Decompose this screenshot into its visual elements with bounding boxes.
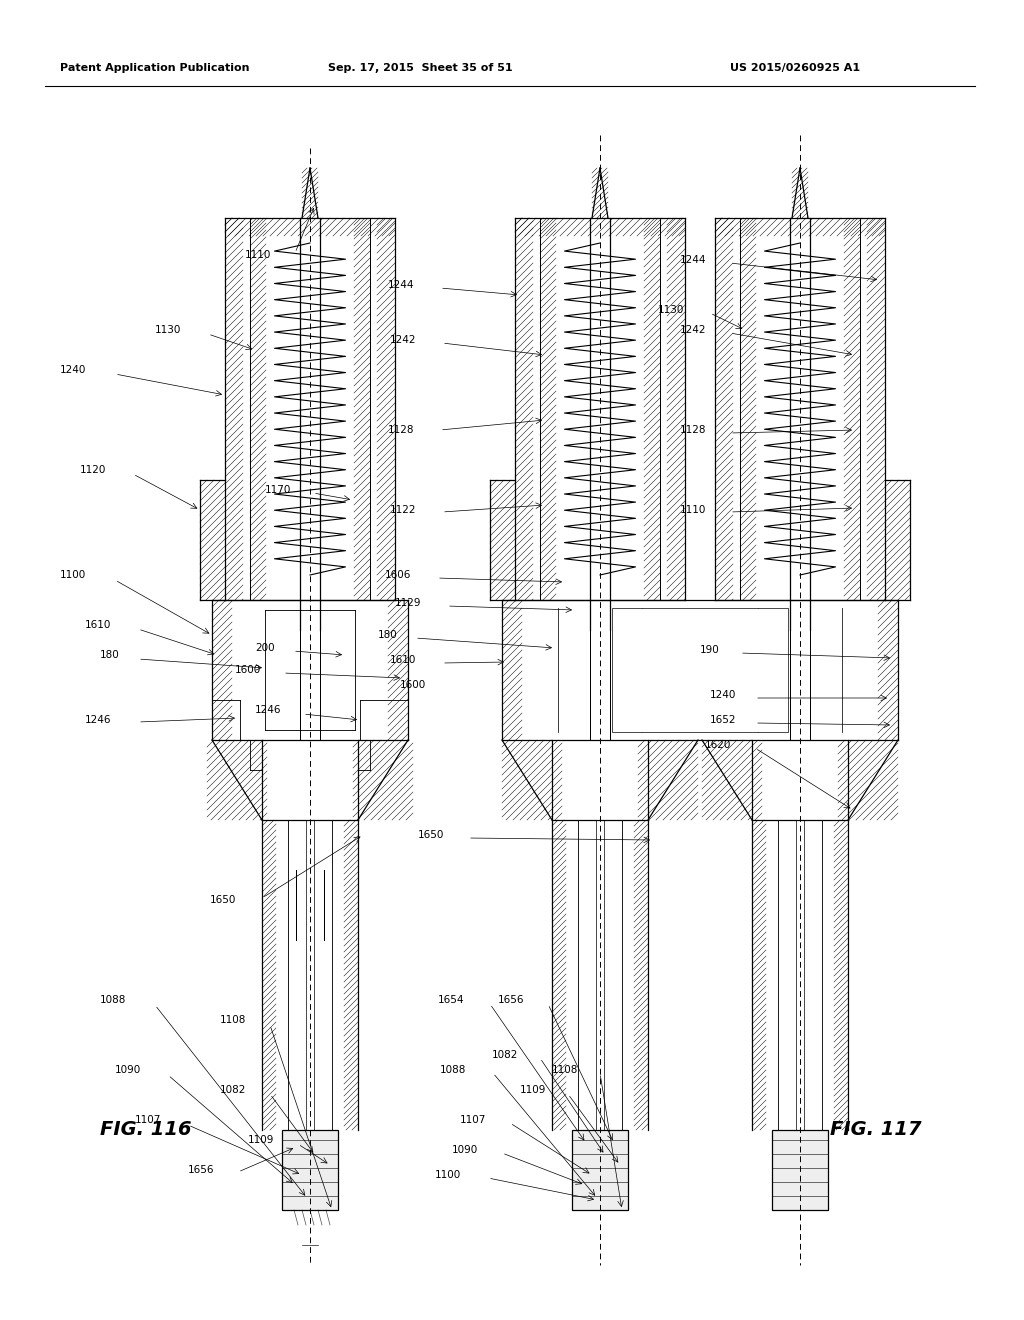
Text: FIG. 117: FIG. 117: [830, 1119, 922, 1139]
Text: 1240: 1240: [710, 690, 736, 700]
Text: 1244: 1244: [680, 255, 707, 265]
Text: 1100: 1100: [435, 1170, 461, 1180]
Text: 190: 190: [700, 645, 720, 655]
Text: 1088: 1088: [100, 995, 126, 1005]
Text: 1120: 1120: [80, 465, 106, 475]
Bar: [612, 609, 788, 733]
Text: 1128: 1128: [388, 425, 415, 436]
Text: 1088: 1088: [440, 1065, 466, 1074]
Text: 1652: 1652: [710, 715, 736, 725]
Text: 1130: 1130: [155, 325, 181, 335]
Text: 1170: 1170: [265, 484, 292, 495]
Text: 1606: 1606: [385, 570, 412, 579]
Text: 1129: 1129: [395, 598, 422, 609]
Text: 1246: 1246: [255, 705, 282, 715]
Text: 1654: 1654: [438, 995, 465, 1005]
Text: 1110: 1110: [680, 506, 707, 515]
Text: 1082: 1082: [492, 1049, 518, 1060]
Text: 1620: 1620: [705, 741, 731, 750]
Text: 1122: 1122: [390, 506, 417, 515]
Text: 1656: 1656: [498, 995, 524, 1005]
Text: 1246: 1246: [85, 715, 112, 725]
Text: 1090: 1090: [452, 1144, 478, 1155]
Text: 1128: 1128: [680, 425, 707, 436]
Text: 1610: 1610: [85, 620, 112, 630]
Text: 1242: 1242: [390, 335, 417, 345]
Text: Patent Application Publication: Patent Application Publication: [60, 63, 250, 73]
Text: 1242: 1242: [680, 325, 707, 335]
Text: FIG. 116: FIG. 116: [100, 1119, 191, 1139]
Text: 1240: 1240: [60, 366, 86, 375]
Bar: [572, 1130, 628, 1210]
Text: 1108: 1108: [552, 1065, 579, 1074]
Text: 1107: 1107: [135, 1115, 162, 1125]
Text: 1107: 1107: [460, 1115, 486, 1125]
Text: 200: 200: [255, 643, 274, 653]
Text: 1110: 1110: [245, 249, 271, 260]
Text: Sep. 17, 2015  Sheet 35 of 51: Sep. 17, 2015 Sheet 35 of 51: [328, 63, 512, 73]
Text: 1650: 1650: [210, 895, 237, 906]
Bar: [772, 1130, 828, 1210]
Text: 1244: 1244: [388, 280, 415, 290]
Text: 1610: 1610: [390, 655, 417, 665]
Text: 1109: 1109: [520, 1085, 547, 1096]
Text: 180: 180: [378, 630, 397, 640]
Text: 180: 180: [100, 649, 120, 660]
Text: 1082: 1082: [220, 1085, 247, 1096]
Bar: [282, 1130, 338, 1210]
Text: US 2015/0260925 A1: US 2015/0260925 A1: [730, 63, 860, 73]
Text: 1108: 1108: [220, 1015, 247, 1026]
Text: 1100: 1100: [60, 570, 86, 579]
Text: 1600: 1600: [234, 665, 261, 675]
Text: 1650: 1650: [418, 830, 444, 840]
Text: 1600: 1600: [400, 680, 426, 690]
Text: 1130: 1130: [658, 305, 684, 315]
Text: 1656: 1656: [188, 1166, 214, 1175]
Text: 1090: 1090: [115, 1065, 141, 1074]
Text: 1109: 1109: [248, 1135, 274, 1144]
